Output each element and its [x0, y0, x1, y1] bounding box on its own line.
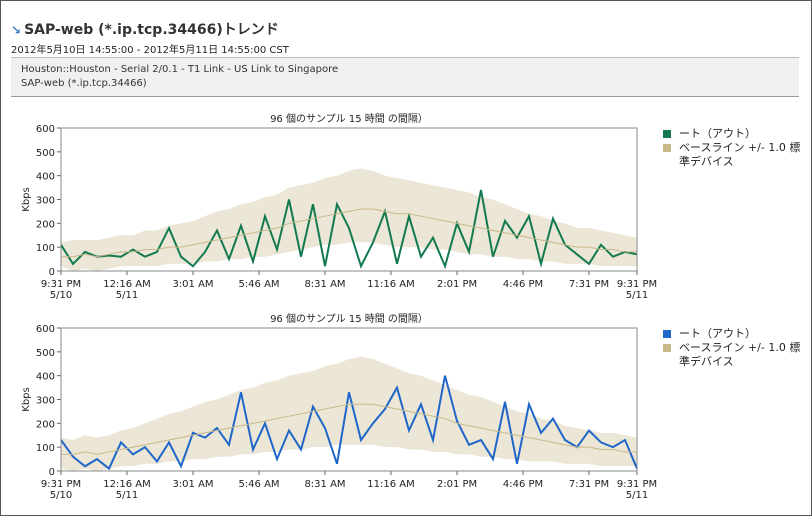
legend-label: ベースライン +/- 1.0 標準デバイス: [679, 341, 801, 368]
y-tick-label: 500: [36, 148, 55, 159]
y-tick-label: 0: [49, 267, 55, 278]
x-tick-label: 9:31 PM: [617, 279, 657, 290]
x-tick-label: 4:46 PM: [503, 279, 543, 290]
chart-title: 96 個のサンプル 15 時間 の間隔）: [270, 312, 428, 325]
y-axis-label: Kbps: [21, 187, 32, 211]
y-tick-label: 300: [36, 196, 55, 207]
x-tick-label: 8:31 AM: [304, 279, 345, 290]
legend-swatch: [663, 144, 671, 152]
icon: ↘: [11, 23, 22, 37]
x-tick-label: 7:31 PM: [569, 279, 609, 290]
info-box: Houston::Houston - Serial 2/0.1 - T1 Lin…: [11, 57, 799, 97]
x-tick-label: 5:46 AM: [238, 279, 279, 290]
y-tick-label: 500: [36, 348, 55, 359]
legend-swatch: [663, 130, 671, 138]
x-tick-label: 11:16 AM: [367, 479, 414, 490]
series-line: [60, 375, 638, 471]
x-tick-date: 5/10: [50, 490, 72, 501]
x-tick-label: 4:46 PM: [503, 479, 543, 490]
info-line: Houston::Houston - Serial 2/0.1 - T1 Lin…: [21, 64, 339, 75]
y-tick-label: 400: [36, 172, 55, 183]
plot-frame: [60, 127, 638, 272]
y-tick-label: 0: [49, 467, 55, 478]
x-tick-date: 5/11: [116, 490, 138, 501]
y-tick-label: 200: [36, 419, 55, 430]
legend-swatch: [663, 330, 671, 338]
y-tick-label: 100: [36, 443, 55, 454]
x-tick-label: 12:16 AM: [103, 479, 150, 490]
y-tick-label: 100: [36, 243, 55, 254]
x-tick-label: 12:16 AM: [103, 279, 150, 290]
baseline-line: [61, 208, 637, 258]
x-tick-date: 5/11: [116, 290, 138, 301]
x-tick-label: 2:01 PM: [437, 479, 477, 490]
x-tick-label: 9:31 PM: [41, 479, 81, 490]
plot-frame: [60, 327, 638, 472]
x-tick-label: 3:01 AM: [172, 479, 213, 490]
y-tick-label: 400: [36, 372, 55, 383]
x-tick-date: 5/10: [50, 290, 72, 301]
x-tick-label: 5:46 AM: [238, 479, 279, 490]
x-tick-label: 3:01 AM: [172, 279, 213, 290]
series-line: [60, 189, 638, 270]
chart-title: 96 個のサンプル 15 時間 の間隔）: [270, 112, 428, 125]
x-tick-label: 9:31 PM: [617, 479, 657, 490]
legend-label: ート（アウト）: [679, 327, 756, 340]
x-tick-label: 2:01 PM: [437, 279, 477, 290]
y-tick-label: 600: [36, 124, 55, 135]
baseline-band: [61, 356, 637, 471]
x-tick-date: 5/11: [626, 490, 648, 501]
y-tick-label: 300: [36, 396, 55, 407]
info-line: SAP-web (*.ip.tcp.34466): [21, 78, 147, 89]
x-tick-label: 11:16 AM: [367, 279, 414, 290]
x-tick-label: 9:31 PM: [41, 279, 81, 290]
page-title-row: ↘ SAP-web (*.ip.tcp.34466)トレンド: [11, 19, 279, 39]
date-range: 2012年5月10日 14:55:00 - 2012年5月11日 14:55:0…: [11, 45, 289, 56]
y-axis-label: Kbps: [21, 387, 32, 411]
legend-swatch: [663, 344, 671, 352]
y-tick-label: 200: [36, 219, 55, 230]
legend-label: ベースライン +/- 1.0 標準デバイス: [679, 141, 801, 168]
legend-label: ート（アウト）: [679, 127, 756, 140]
y-tick-label: 600: [36, 324, 55, 335]
x-tick-label: 7:31 PM: [569, 479, 609, 490]
x-tick-label: 8:31 AM: [304, 479, 345, 490]
baseline-line: [61, 403, 637, 455]
baseline-band: [61, 168, 637, 271]
page-title: SAP-web (*.ip.tcp.34466)トレンド: [24, 22, 279, 38]
x-tick-date: 5/11: [626, 290, 648, 301]
